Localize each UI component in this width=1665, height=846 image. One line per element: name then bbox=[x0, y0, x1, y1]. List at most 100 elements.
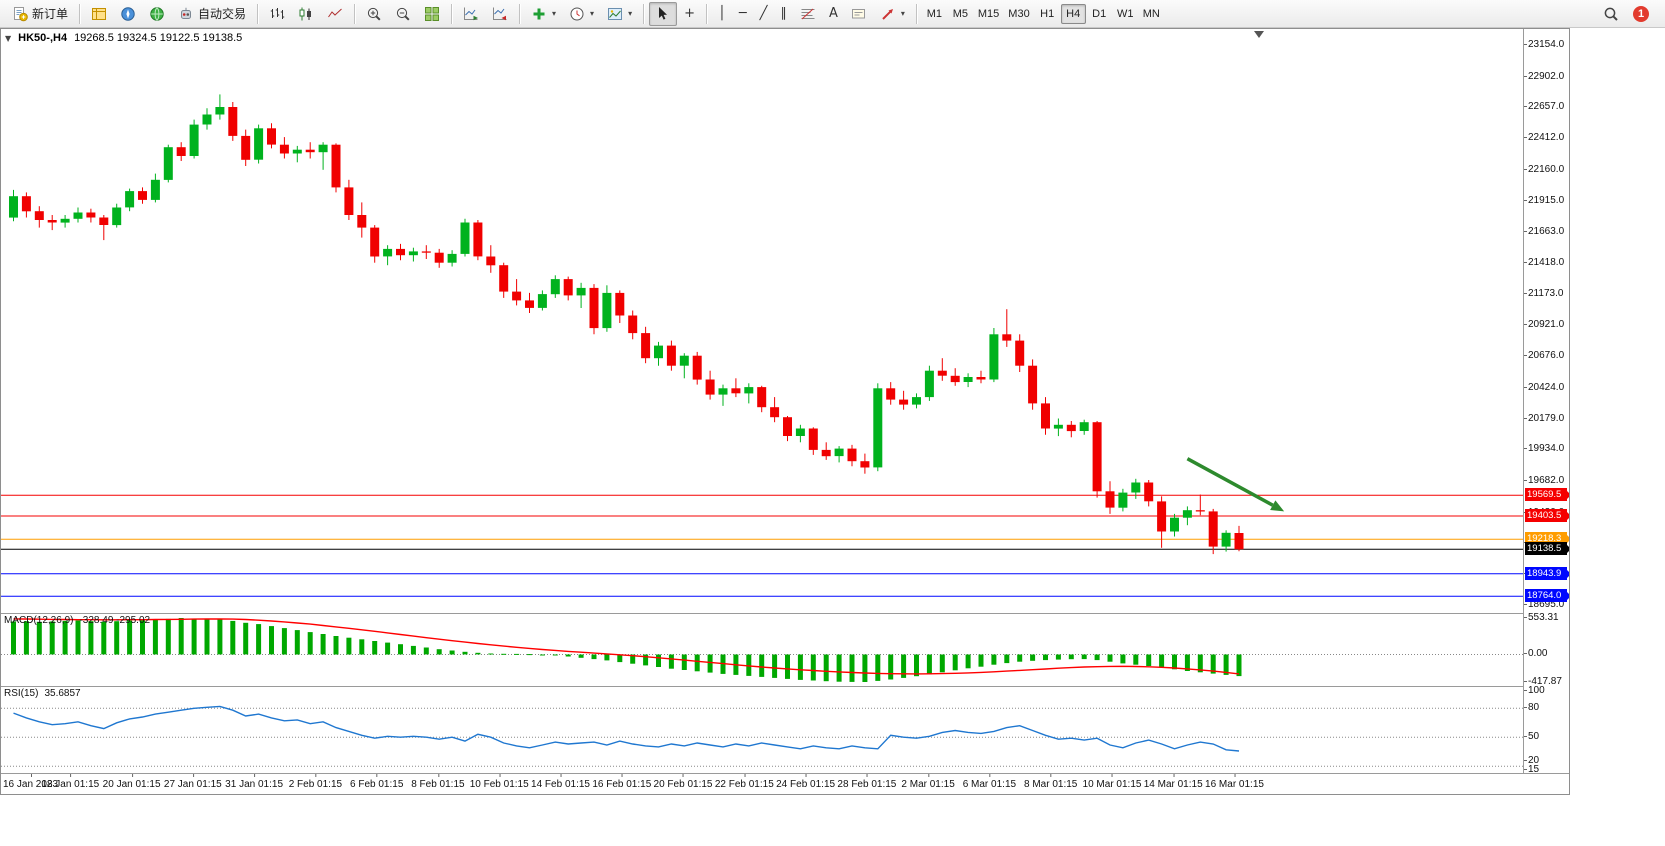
macd-bar bbox=[1197, 654, 1203, 673]
crosshair-button[interactable]: + bbox=[678, 2, 701, 26]
candle bbox=[176, 147, 186, 156]
candle bbox=[318, 144, 328, 153]
notification-badge[interactable]: 1 bbox=[1633, 5, 1649, 22]
candle bbox=[1221, 532, 1231, 547]
bar-chart-button[interactable] bbox=[263, 2, 291, 26]
time-axis-label: 28 Feb 01:15 bbox=[837, 774, 897, 790]
chart-shift-button[interactable] bbox=[486, 2, 514, 26]
zoom-out-button[interactable] bbox=[389, 2, 417, 26]
rsi-chart-svg[interactable] bbox=[1, 687, 1523, 773]
vertical-line-button[interactable]: │ bbox=[712, 2, 732, 26]
candle bbox=[396, 248, 405, 256]
macd-bar bbox=[191, 618, 197, 655]
timeframe-W1[interactable]: W1 bbox=[1113, 4, 1138, 24]
periods-button[interactable]: ▾ bbox=[563, 2, 600, 26]
main-chart-area[interactable]: ▼ HK50-,H4 19268.5 19324.5 19122.5 19138… bbox=[1, 29, 1523, 614]
timeframe-M30[interactable]: M30 bbox=[1004, 4, 1033, 24]
rsi-panel[interactable]: RSI(15) 35.6857 bbox=[1, 687, 1523, 774]
fibonacci-button[interactable] bbox=[794, 2, 822, 26]
indicators-button[interactable]: ▾ bbox=[525, 2, 562, 26]
macd-bar bbox=[514, 653, 520, 655]
time-axis-label: 14 Mar 01:15 bbox=[1143, 774, 1203, 790]
macd-bar bbox=[269, 626, 274, 655]
macd-bar bbox=[875, 654, 881, 681]
macd-bar bbox=[888, 654, 894, 680]
macd-bar bbox=[398, 644, 403, 655]
shapes-button[interactable]: ▾ bbox=[874, 2, 911, 26]
timeframe-M1[interactable]: M1 bbox=[922, 4, 947, 24]
macd-chart-svg[interactable] bbox=[1, 614, 1523, 686]
macd-bar bbox=[256, 624, 262, 655]
candle bbox=[383, 248, 393, 257]
macd-bar bbox=[11, 621, 16, 655]
price-tag-arrow bbox=[1567, 545, 1569, 554]
time-axis[interactable]: 16 Jan 2023 18 Jan 01:15 20 Jan 01:15 27 Ja… bbox=[1, 774, 1523, 794]
new-order-label: 新订单 bbox=[32, 7, 69, 21]
candle bbox=[1182, 510, 1192, 518]
tile-windows-button[interactable] bbox=[418, 2, 446, 26]
search-button[interactable] bbox=[1597, 2, 1625, 26]
terminal-button[interactable] bbox=[143, 2, 171, 26]
candle bbox=[899, 399, 909, 405]
candle bbox=[795, 428, 805, 436]
timeframe-MN[interactable]: MN bbox=[1139, 4, 1164, 24]
toolbar-right-group: 1 bbox=[1597, 2, 1659, 26]
macd-values: -328.49 -295.02 bbox=[79, 615, 151, 626]
candle bbox=[254, 128, 264, 160]
candle bbox=[628, 315, 638, 334]
chart-symbol-period: HK50-,H4 bbox=[18, 32, 68, 44]
macd-bar bbox=[707, 654, 713, 673]
candle bbox=[331, 144, 341, 188]
axis-scale-label: 20424.0 bbox=[1523, 381, 1565, 393]
candle bbox=[499, 265, 509, 292]
macd-bar bbox=[797, 654, 803, 680]
annotation-arrow-head bbox=[1270, 500, 1285, 512]
navigator-button[interactable] bbox=[114, 2, 142, 26]
candle bbox=[1053, 424, 1063, 429]
macd-bar bbox=[1146, 654, 1152, 666]
timeframe-H1[interactable]: H1 bbox=[1035, 4, 1060, 24]
time-axis-label: 27 Jan 01:15 bbox=[163, 774, 222, 790]
channel-button[interactable]: ∥ bbox=[774, 2, 793, 26]
time-axis-label: 6 Feb 01:15 bbox=[350, 774, 404, 790]
cursor-button[interactable] bbox=[649, 1, 678, 26]
annotation-arrow bbox=[1186, 457, 1274, 507]
macd-bar bbox=[127, 620, 133, 655]
price-axis[interactable]: 23154.0 22902.0 22657.0 22412.0 22160.0 21915… bbox=[1523, 29, 1569, 775]
timeframe-D1[interactable]: D1 bbox=[1087, 4, 1112, 24]
one-click-trading-toggle[interactable]: ▼ bbox=[5, 33, 12, 43]
candle bbox=[525, 300, 534, 308]
macd-bar bbox=[1133, 654, 1139, 665]
auto-scroll-button[interactable] bbox=[457, 2, 485, 26]
candlestick-chart-svg[interactable] bbox=[1, 29, 1523, 613]
candle bbox=[241, 135, 251, 160]
timeframe-M15[interactable]: M15 bbox=[974, 4, 1003, 24]
macd-bar bbox=[617, 654, 623, 663]
timeframe-H4[interactable]: H4 bbox=[1060, 3, 1086, 24]
timeframe-M5[interactable]: M5 bbox=[948, 4, 973, 24]
candle bbox=[783, 417, 792, 436]
terminal-icon bbox=[150, 6, 164, 21]
text-label-button[interactable] bbox=[845, 2, 873, 26]
candlestick-chart-button[interactable] bbox=[292, 2, 320, 26]
new-order-button[interactable]: 新订单 bbox=[6, 2, 74, 26]
market-watch-button[interactable] bbox=[85, 2, 113, 26]
text-button[interactable]: A bbox=[823, 2, 844, 26]
toolbar-separator bbox=[79, 3, 81, 24]
macd-bar bbox=[281, 628, 287, 655]
time-axis-label: 14 Feb 01:15 bbox=[531, 774, 590, 790]
horizontal-line-button[interactable]: ─ bbox=[733, 2, 753, 26]
macd-bar bbox=[1223, 654, 1229, 675]
axis-scale-label: 21663.0 bbox=[1523, 226, 1565, 238]
trendline-button[interactable]: ╱ bbox=[754, 2, 774, 26]
macd-panel[interactable]: MACD(12,26,9) -328.49 -295.02 bbox=[1, 614, 1523, 687]
line-chart-button[interactable] bbox=[321, 2, 349, 26]
price-tag-arrow bbox=[1567, 535, 1569, 544]
autotrading-button[interactable]: 自动交易 bbox=[172, 2, 252, 26]
zoom-in-button[interactable] bbox=[360, 2, 388, 26]
templates-button[interactable]: ▾ bbox=[601, 2, 638, 26]
macd-bar bbox=[140, 620, 145, 655]
zoom-in-icon bbox=[367, 7, 381, 21]
candle bbox=[666, 345, 676, 366]
axis-scale-label: 19682.0 bbox=[1523, 475, 1565, 487]
